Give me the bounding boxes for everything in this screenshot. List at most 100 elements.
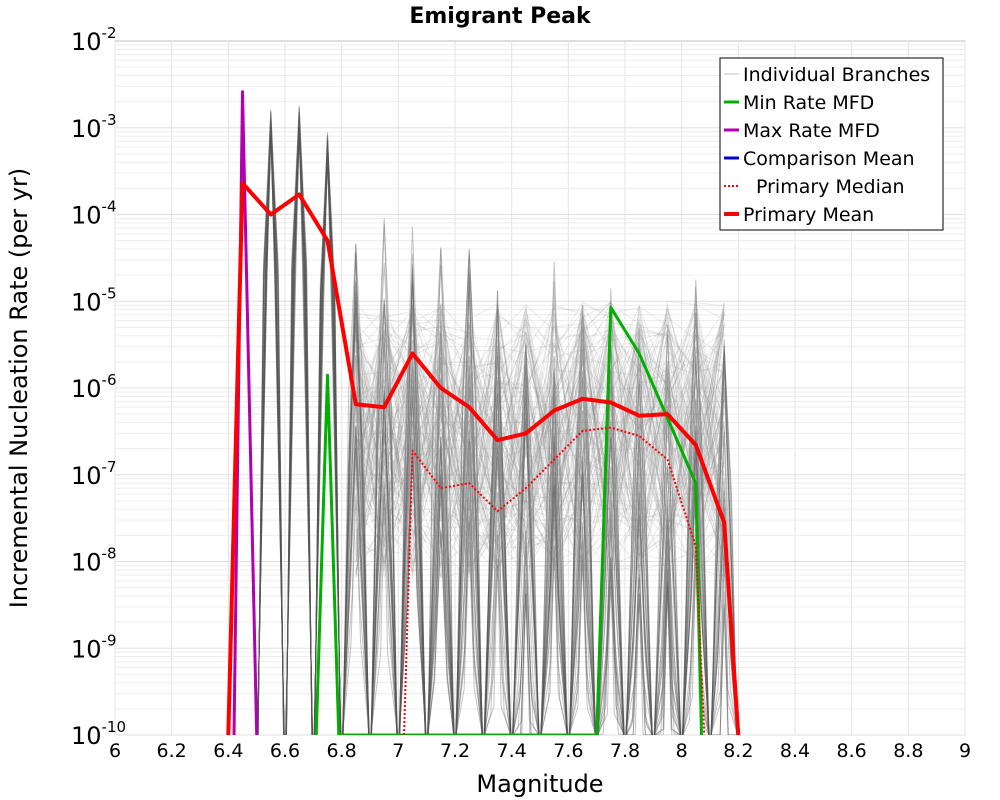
y-tick-label: 10-10 xyxy=(71,718,126,750)
branch-line xyxy=(653,538,682,735)
branch-line xyxy=(355,304,725,579)
branch-line xyxy=(256,126,285,735)
branch-line xyxy=(257,124,285,735)
branch-line xyxy=(355,311,725,551)
branch-line xyxy=(625,515,653,735)
branch-line xyxy=(285,126,313,735)
branch-line xyxy=(355,299,725,560)
branch-line xyxy=(342,282,370,735)
branch-line xyxy=(540,368,568,735)
branch-line xyxy=(371,300,398,735)
series-primary-mean xyxy=(226,181,741,735)
branch-line xyxy=(370,392,398,735)
y-axis-label: Incremental Nucleation Rate (per yr) xyxy=(5,168,33,608)
branch-line xyxy=(398,281,427,735)
branch-line xyxy=(342,251,370,735)
branch-line xyxy=(596,511,625,735)
y-tick-exponent: -9 xyxy=(102,631,117,649)
branch-line xyxy=(541,359,568,735)
branch-line xyxy=(314,149,341,735)
branch-line xyxy=(653,405,682,735)
branch-line xyxy=(398,421,427,735)
branch-line xyxy=(597,500,625,735)
branch-line xyxy=(710,512,738,735)
branch-line xyxy=(355,330,725,552)
branch-line xyxy=(314,142,341,735)
branch-line xyxy=(342,243,370,735)
branch-line xyxy=(371,428,398,735)
individual-branches xyxy=(256,106,739,735)
branch-line xyxy=(569,527,596,735)
y-tick-label: 10-9 xyxy=(71,631,117,663)
branch-line xyxy=(427,436,455,735)
branch-line xyxy=(427,532,455,735)
branch-line xyxy=(355,303,725,571)
branch-line xyxy=(355,304,725,566)
chart-title: Emigrant Peak xyxy=(409,4,592,29)
branch-line xyxy=(682,279,710,735)
legend-label: Primary Mean xyxy=(743,204,874,226)
branch-line xyxy=(710,607,738,735)
branch-line xyxy=(371,494,398,735)
branch-line xyxy=(484,394,511,735)
branch-line xyxy=(569,475,596,735)
branch-line xyxy=(569,315,596,735)
legend-label: Primary Median xyxy=(756,176,905,198)
branch-line xyxy=(342,307,370,735)
branch-line xyxy=(569,376,596,735)
branch-line xyxy=(455,375,484,735)
y-tick-exponent: -7 xyxy=(102,458,117,476)
legend-label: Max Rate MFD xyxy=(743,120,880,142)
legend-box xyxy=(719,57,944,231)
branch-line xyxy=(541,471,568,735)
branch-line xyxy=(371,432,398,735)
branch-line xyxy=(512,593,540,735)
branch-line xyxy=(286,122,313,735)
branch-line xyxy=(257,129,285,735)
branch-line xyxy=(427,246,454,735)
y-tick-base: 10 xyxy=(71,635,102,663)
branch-line xyxy=(540,261,568,735)
branch-line xyxy=(568,559,597,735)
branch-line xyxy=(355,319,725,570)
branch-line xyxy=(682,573,710,735)
series-min-rate-mfd xyxy=(314,305,703,735)
branch-line xyxy=(355,303,725,556)
series-max-rate-mfd xyxy=(232,90,259,735)
branch-line xyxy=(455,272,483,735)
branch-line xyxy=(625,459,653,735)
branch-line xyxy=(256,129,285,735)
branch-line xyxy=(355,356,725,569)
branch-line xyxy=(427,437,454,735)
branch-line xyxy=(285,106,313,735)
branch-line xyxy=(569,485,596,735)
branch-line xyxy=(257,130,285,735)
branch-line xyxy=(540,441,569,735)
branch-line xyxy=(512,423,540,735)
branch-line xyxy=(427,528,455,735)
branch-line xyxy=(568,419,597,735)
branch-line xyxy=(512,411,540,735)
branch-line xyxy=(540,398,568,735)
branch-line xyxy=(654,364,681,735)
branch-line xyxy=(512,481,540,735)
branch-line xyxy=(625,408,653,735)
branch-line xyxy=(654,333,681,735)
x-tick-label: 6.2 xyxy=(157,740,187,762)
branch-line xyxy=(257,133,285,735)
branch-line xyxy=(314,154,341,735)
branch-line xyxy=(484,393,511,735)
branch-line xyxy=(398,268,427,735)
y-tick-exponent: -3 xyxy=(102,111,117,129)
branch-line xyxy=(355,301,725,576)
x-tick-label: 6.8 xyxy=(327,740,357,762)
branch-line xyxy=(370,337,398,735)
branch-line xyxy=(597,419,625,735)
branch-line xyxy=(681,549,710,735)
branch-line xyxy=(455,542,483,735)
branch-line xyxy=(355,302,725,556)
branch-line xyxy=(355,330,725,556)
branch-line xyxy=(625,434,653,735)
branch-line xyxy=(355,313,725,571)
branch-line xyxy=(682,397,710,735)
